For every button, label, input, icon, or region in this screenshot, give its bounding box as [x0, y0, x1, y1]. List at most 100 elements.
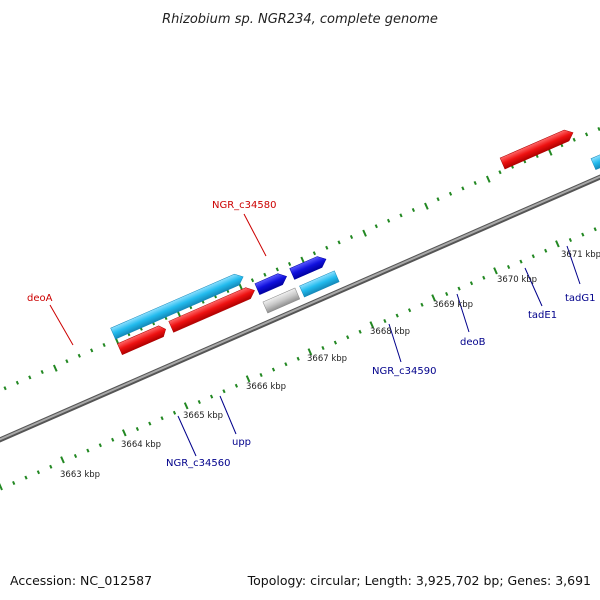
- gene-red-arrow-a[interactable]: [117, 324, 168, 356]
- gene-label-NGR_c34590[interactable]: NGR_c34590: [372, 366, 437, 377]
- gene-NGR_c34590-box[interactable]: [590, 106, 600, 171]
- minor-tick: [325, 245, 329, 250]
- minor-tick: [436, 197, 440, 202]
- kbp-label-3670: 3670 kbp: [497, 275, 537, 285]
- minor-tick: [407, 308, 412, 313]
- minor-tick: [597, 126, 600, 132]
- minor-tick: [448, 191, 453, 196]
- major-tick: [431, 294, 436, 302]
- major-tick: [52, 364, 58, 372]
- NGR_c34590-callout-line: [388, 323, 402, 363]
- major-tick: [547, 148, 553, 156]
- kbp-label-3666: 3666 kbp: [246, 382, 286, 392]
- gene-blue-arrow-small-2[interactable]: [289, 254, 329, 280]
- lower-tick-row: [0, 227, 597, 491]
- gene-upp-box[interactable]: [299, 270, 340, 298]
- minor-tick: [568, 237, 573, 243]
- minor-tick: [40, 369, 44, 375]
- minor-tick: [263, 272, 267, 277]
- minor-tick: [346, 335, 350, 340]
- minor-tick: [383, 318, 387, 324]
- minor-tick: [197, 399, 201, 405]
- gene-label-NGR_c34560[interactable]: NGR_c34560: [166, 458, 231, 469]
- minor-tick: [337, 240, 341, 245]
- minor-tick: [581, 232, 585, 237]
- minor-tick: [584, 132, 589, 137]
- gene-label-deoA[interactable]: deoA: [27, 293, 53, 304]
- gene-NGR_c34560-box[interactable]: [262, 287, 301, 314]
- minor-tick: [572, 137, 576, 142]
- kbp-label-3671: 3671 kbp: [561, 250, 600, 260]
- minor-tick: [275, 267, 279, 272]
- minor-tick: [36, 470, 41, 475]
- kbp-label-3663: 3663 kbp: [60, 470, 100, 480]
- major-tick: [485, 175, 491, 183]
- major-tick: [60, 456, 65, 464]
- minor-tick: [98, 443, 102, 448]
- minor-tick: [73, 453, 78, 459]
- genome-summary-text: Topology: circular; Length: 3,925,702 bp…: [247, 573, 591, 588]
- minor-tick: [49, 464, 53, 469]
- kbp-label-3667: 3667 kbp: [307, 354, 347, 364]
- major-tick: [362, 229, 367, 237]
- minor-tick: [3, 386, 7, 391]
- gene-deoA-arrow[interactable]: [110, 271, 246, 340]
- tadG1-callout-line: [566, 245, 581, 285]
- tadE1-callout-line: [524, 267, 543, 307]
- NGR_c34580-callout-line: [243, 213, 267, 257]
- major-tick: [493, 267, 498, 275]
- minor-tick: [234, 383, 239, 388]
- minor-tick: [473, 180, 477, 186]
- minor-tick: [77, 353, 81, 358]
- minor-tick: [312, 251, 317, 256]
- NGR_c34560-callout-line: [177, 415, 197, 457]
- minor-tick: [222, 389, 226, 394]
- major-tick: [183, 402, 189, 410]
- minor-tick: [287, 261, 292, 267]
- minor-tick: [250, 278, 255, 283]
- minor-tick: [544, 248, 548, 253]
- accession-text: Accession: NC_012587: [10, 573, 152, 588]
- minor-tick: [593, 227, 597, 232]
- minor-tick: [24, 475, 28, 480]
- minor-tick: [358, 329, 362, 334]
- minor-tick: [160, 416, 164, 421]
- minor-tick: [296, 356, 300, 361]
- gene-label-upp[interactable]: upp: [232, 437, 251, 448]
- major-tick: [424, 202, 429, 210]
- map-title: Rhizobium sp. NGR234, complete genome: [162, 12, 438, 27]
- minor-tick: [111, 437, 115, 442]
- minor-tick: [12, 480, 16, 486]
- minor-tick: [28, 375, 32, 380]
- minor-tick: [148, 421, 152, 426]
- minor-tick: [86, 448, 90, 453]
- gene-red-arrow-b[interactable]: [168, 285, 257, 333]
- gene-label-tadE1[interactable]: tadE1: [528, 310, 557, 321]
- minor-tick: [135, 426, 140, 432]
- kbp-label-3664: 3664 kbp: [121, 440, 161, 450]
- minor-tick: [411, 207, 416, 213]
- minor-tick: [333, 340, 338, 345]
- major-tick: [245, 375, 251, 383]
- minor-tick: [321, 345, 325, 351]
- kbp-label-3665: 3665 kbp: [183, 411, 223, 421]
- minor-tick: [102, 342, 106, 348]
- minor-tick: [395, 313, 399, 318]
- minor-tick: [172, 410, 177, 415]
- gene-blue-arrow-small-1[interactable]: [254, 271, 289, 296]
- kbp-label-3669: 3669 kbp: [433, 300, 473, 310]
- gene-label-tadG1[interactable]: tadG1: [565, 293, 596, 304]
- gene-NGR_c34580-arrow[interactable]: [499, 127, 575, 170]
- minor-tick: [271, 367, 276, 372]
- minor-tick: [531, 254, 535, 259]
- minor-tick: [284, 362, 288, 367]
- gene-label-deoB[interactable]: deoB: [460, 337, 486, 348]
- gene-label-NGR_c34580[interactable]: NGR_c34580: [212, 200, 277, 211]
- minor-tick: [506, 264, 511, 270]
- minor-tick: [15, 380, 20, 385]
- minor-tick: [399, 213, 403, 218]
- minor-tick: [519, 259, 523, 264]
- major-tick: [307, 348, 313, 356]
- minor-tick: [482, 275, 486, 280]
- deoA-callout-line: [49, 304, 74, 346]
